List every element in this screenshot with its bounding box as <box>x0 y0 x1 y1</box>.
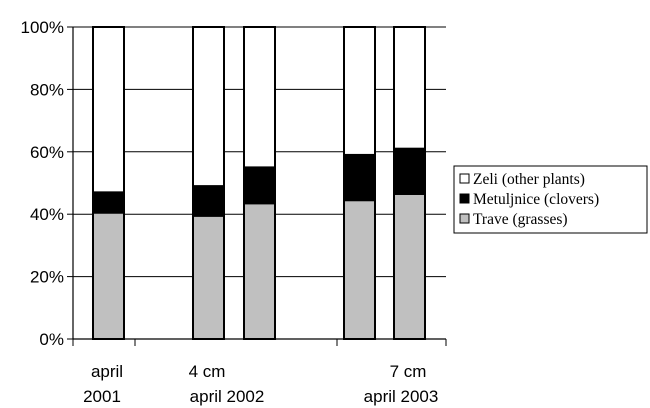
bar-segment-0 <box>192 214 225 340</box>
legend-label: Metuljnice (clovers) <box>473 191 599 208</box>
bar-segment-0 <box>243 202 276 340</box>
legend-label: Zeli (other plants) <box>473 171 585 188</box>
legend-swatch <box>459 193 470 204</box>
bar-segment-1 <box>92 191 125 214</box>
x-category-label-line2: april 2002 <box>190 387 265 406</box>
x-category-label-line2: april 2003 <box>364 387 439 406</box>
y-tick-label: 100% <box>21 18 64 37</box>
y-tick-label: 0% <box>39 330 64 349</box>
bar-segment-2 <box>92 26 125 194</box>
x-category-label-line1: april <box>91 362 123 381</box>
bar-segment-2 <box>393 26 426 150</box>
axes <box>67 26 447 346</box>
legend-swatch <box>459 213 470 224</box>
y-tick-label: 60% <box>30 143 64 162</box>
bar-segment-2 <box>243 26 276 169</box>
legend-label: Trave (grasses) <box>473 211 568 228</box>
bar-segment-0 <box>343 199 376 340</box>
bar-segment-1 <box>343 153 376 202</box>
bar-segment-0 <box>92 211 125 340</box>
x-category-labels: april 2001 4 cm april 2002 7 cm april 2003 <box>83 362 438 406</box>
legend: Zeli (other plants) Metuljnice (clovers) T… <box>453 165 648 234</box>
y-tick-label: 40% <box>30 205 64 224</box>
legend-box <box>453 165 648 234</box>
bar-segment-1 <box>393 147 426 195</box>
bar-segment-1 <box>192 185 225 217</box>
bar-segment-1 <box>243 166 276 205</box>
y-tick-labels: 0% 20% 40% 60% 80% 100% <box>21 18 64 349</box>
x-category-label-line1: 4 cm <box>189 362 226 381</box>
y-tick-label: 80% <box>30 80 64 99</box>
legend-swatch <box>459 173 470 184</box>
bar-segment-0 <box>393 192 426 340</box>
bar-segment-2 <box>343 26 376 156</box>
x-category-label-line2: 2001 <box>83 387 121 406</box>
x-category-label-line1: 7 cm <box>390 362 427 381</box>
bars <box>92 26 426 340</box>
y-tick-label: 20% <box>30 268 64 287</box>
bar-segment-2 <box>192 26 225 188</box>
